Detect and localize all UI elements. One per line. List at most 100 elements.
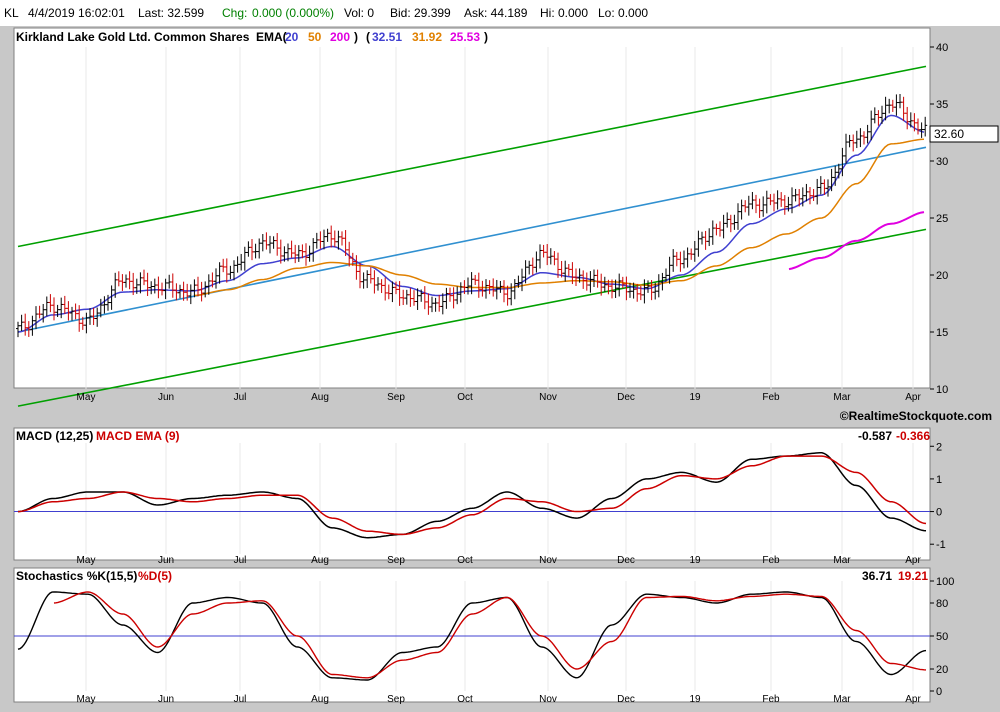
ytick-label: 20	[936, 664, 948, 676]
macd-panel	[13, 427, 931, 561]
header-last: Last: 32.599	[138, 6, 204, 20]
price-bars	[16, 94, 928, 338]
xtick-label: Jul	[234, 555, 247, 566]
ema-value-20: 32.51	[372, 30, 402, 44]
xtick-label: Dec	[617, 555, 635, 566]
ytick-label: 15	[936, 327, 948, 339]
xtick-label: Aug	[311, 694, 329, 705]
ema-period-50: 50	[308, 30, 322, 44]
xtick-label: Feb	[762, 694, 780, 705]
header-hi: Hi: 0.000	[540, 6, 588, 20]
ytick-label: 30	[936, 156, 948, 168]
price-yaxis: 40 35 30 25 20 15 10	[930, 42, 948, 396]
price-xaxis: May Jun Jul Aug Sep Oct Nov Dec 19 Feb Mar Apr	[77, 392, 922, 403]
xtick-label: Sep	[387, 694, 405, 705]
xtick-label: 19	[689, 392, 701, 403]
xtick-label: Jun	[158, 555, 174, 566]
trendline-trend	[17, 146, 927, 333]
xtick-label: Nov	[539, 694, 557, 705]
last-price-box	[929, 125, 999, 143]
stoch-grid	[14, 581, 930, 691]
macd-value: -0.587	[858, 429, 892, 443]
ohlc-bar	[923, 116, 928, 137]
stoch-k-line	[17, 591, 927, 681]
stoch-title: Stochastics %K(15,5)	[16, 569, 137, 583]
ytick-label: 35	[936, 99, 948, 111]
ytick-label: 10	[936, 384, 948, 396]
macd-lines	[17, 452, 927, 539]
xtick-label: Dec	[617, 694, 635, 705]
line-ema50	[194, 138, 925, 297]
xtick-label: May	[77, 694, 96, 705]
xtick-label: Apr	[905, 694, 921, 705]
ema-label: EMA(	[256, 30, 287, 44]
xtick-label: 19	[689, 555, 701, 566]
header-symbol: KL	[4, 6, 19, 20]
xtick-label: Mar	[833, 694, 851, 705]
ema-period-200: 200	[330, 30, 350, 44]
credit-label: ©RealtimeStockquote.com	[840, 409, 992, 423]
trendline-upper-channel	[17, 65, 927, 248]
trendline-lower-channel	[17, 228, 927, 407]
macd-xaxis: May Jun Jul Aug Sep Oct Nov Dec 19 Feb Mar Apr	[77, 555, 922, 566]
ytick-label: 2	[936, 441, 942, 453]
ema-values-open: (	[366, 30, 370, 44]
xtick-label: Feb	[762, 392, 780, 403]
ema-value-200: 25.53	[450, 30, 480, 44]
xtick-label: Feb	[762, 555, 780, 566]
price-title: Kirkland Lake Gold Ltd. Common Shares	[16, 30, 250, 44]
ema-period-20: 20	[285, 30, 299, 44]
xtick-label: Mar	[833, 555, 851, 566]
xtick-label: Jul	[234, 694, 247, 705]
line-ema200	[788, 211, 925, 271]
header-chg-label: Chg:	[222, 6, 247, 20]
macd-yaxis: 2 1 0 -1	[930, 441, 946, 551]
last-price-label: 32.60	[934, 127, 964, 141]
stoch-k-value: 36.71	[862, 569, 892, 583]
xtick-label: Aug	[311, 392, 329, 403]
ytick-label: 0	[936, 686, 942, 698]
xtick-label: Jul	[234, 392, 247, 403]
xtick-label: Mar	[833, 392, 851, 403]
xtick-label: May	[77, 555, 96, 566]
xtick-label: Oct	[457, 555, 473, 566]
macd-grid	[14, 443, 930, 554]
ytick-label: 100	[936, 576, 954, 588]
line-ema20	[17, 114, 925, 333]
ema-value-50: 31.92	[412, 30, 442, 44]
ema-values-close: )	[484, 30, 488, 44]
xtick-label: Jun	[158, 694, 174, 705]
ytick-label: 40	[936, 42, 948, 54]
xtick-label: Jun	[158, 392, 174, 403]
header-bid: Bid: 29.399	[390, 6, 451, 20]
stoch-lines	[17, 591, 927, 681]
macd-signal-line	[17, 455, 927, 536]
ytick-label: -1	[936, 539, 946, 551]
xtick-label: Nov	[539, 392, 557, 403]
ema-close: )	[354, 30, 358, 44]
ytick-label: 25	[936, 213, 948, 225]
xtick-label: Sep	[387, 392, 405, 403]
macd-line	[17, 452, 927, 539]
ytick-label: 50	[936, 631, 948, 643]
stoch-panel	[13, 567, 931, 703]
price-lines	[17, 65, 927, 407]
macd-signal-value: -0.366	[896, 429, 930, 443]
ytick-label: 0	[936, 507, 942, 519]
xtick-label: Apr	[905, 392, 921, 403]
xtick-label: Aug	[311, 555, 329, 566]
xtick-label: Apr	[905, 555, 921, 566]
xtick-label: Sep	[387, 555, 405, 566]
stoch-xaxis: May Jun Jul Aug Sep Oct Nov Dec 19 Feb Mar Apr	[77, 694, 922, 705]
xtick-label: Oct	[457, 694, 473, 705]
header-bar	[0, 0, 1000, 26]
xtick-label: May	[77, 392, 96, 403]
macd-signal-title: MACD EMA (9)	[96, 429, 180, 443]
ytick-label: 20	[936, 270, 948, 282]
header-ask: Ask: 44.189	[464, 6, 528, 20]
stoch-yaxis: 100 80 50 20 0	[930, 576, 954, 698]
xtick-label: Oct	[457, 392, 473, 403]
header-lo: Lo: 0.000	[598, 6, 648, 20]
header-datetime: 4/4/2019 16:02:01	[28, 6, 125, 20]
